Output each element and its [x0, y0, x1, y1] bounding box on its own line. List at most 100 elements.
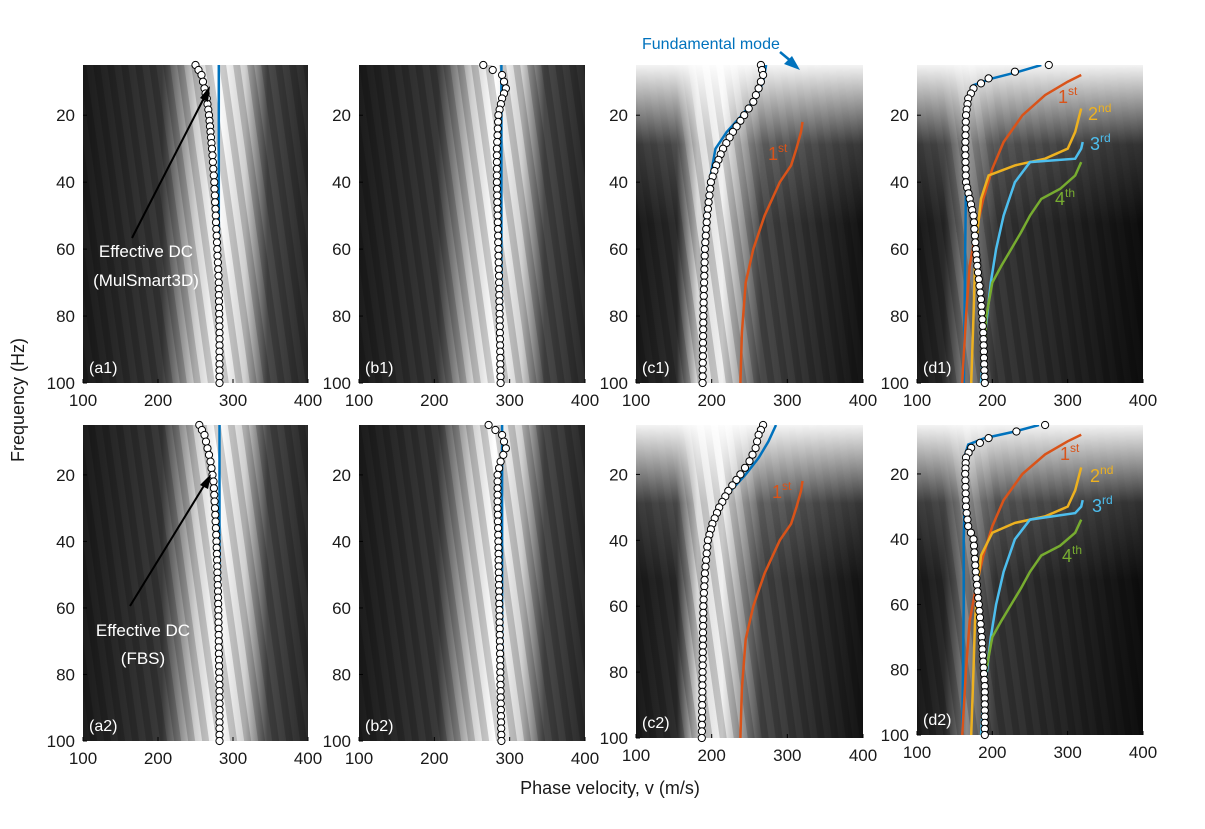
y-tick-label: 40 — [890, 173, 909, 192]
mode-label-2nd: 2nd — [1090, 463, 1113, 486]
y-tick-label: 60 — [890, 240, 909, 259]
pick-point — [700, 251, 709, 260]
x-tick-label: 400 — [849, 391, 877, 410]
pick-point — [491, 425, 500, 435]
y-tick-label: 100 — [881, 726, 909, 745]
dispersion-highlight — [636, 65, 863, 383]
y-tick-label: 60 — [890, 595, 909, 614]
y-tick-label: 40 — [609, 173, 628, 192]
pick-point — [706, 184, 715, 193]
mode-curve-1st — [960, 73, 1082, 383]
mode-label-4th: 4th — [1055, 186, 1075, 209]
pick-point — [700, 258, 709, 267]
pick-point — [699, 285, 709, 294]
pick-point — [210, 178, 219, 187]
panel-a1: 100 200 300 400 20 40 60 80 100 (a1) — [47, 60, 322, 410]
mode-curve-4th — [982, 519, 1083, 735]
pick-point — [210, 497, 219, 506]
pick-point — [493, 484, 502, 493]
pick-point — [494, 524, 503, 533]
pick-point — [493, 198, 502, 207]
pick-point — [700, 265, 709, 274]
x-tick-label: 300 — [219, 391, 247, 410]
y-tick-label: 40 — [890, 530, 909, 549]
pick-point — [698, 345, 708, 354]
pick-point — [969, 218, 979, 227]
pick-point — [698, 358, 707, 367]
pick-point — [494, 238, 503, 247]
pick-point — [699, 291, 708, 301]
pick-point — [974, 275, 983, 284]
pick-point — [961, 137, 970, 147]
effective-dc-arrow-1 — [131, 95, 206, 239]
y-tick-label: 20 — [609, 465, 628, 484]
pick-point — [207, 464, 216, 473]
x-tick-label: 200 — [978, 391, 1006, 410]
y-tick-label: 80 — [609, 307, 628, 326]
x-tick-label: 200 — [420, 749, 448, 768]
pick-point — [753, 437, 762, 446]
pick-point — [961, 117, 970, 127]
panel-label: (a1) — [89, 360, 117, 377]
pick-point — [701, 231, 710, 240]
pick-point — [970, 231, 980, 240]
pick-point — [1012, 427, 1021, 436]
y-tick-label: 60 — [56, 599, 75, 618]
x-tick-label: 100 — [345, 391, 373, 410]
pick-point — [209, 477, 218, 486]
pick-point — [740, 463, 750, 472]
pick-point — [700, 245, 710, 254]
pick-point — [492, 164, 501, 173]
pick-point — [215, 736, 224, 746]
y-tick-label: 80 — [56, 307, 75, 326]
pick-point — [1010, 67, 1020, 76]
pick-point — [697, 733, 706, 743]
pick-point — [740, 111, 749, 120]
mode-label-1st: 1st — [1060, 441, 1080, 464]
pick-point — [494, 117, 503, 127]
x-tick-label: 300 — [1053, 743, 1081, 762]
pick-point — [961, 158, 970, 167]
pick-point — [496, 378, 505, 388]
y-tick-label: 60 — [332, 599, 351, 618]
panel-label: (d2) — [923, 712, 951, 729]
mode-label-1st: 1st — [1058, 84, 1078, 107]
pick-point — [736, 116, 745, 125]
pick-point — [493, 477, 502, 486]
panel-b1: 100 200 300 400 20 40 60 80 100 (b1) — [323, 60, 599, 410]
pick-point — [492, 158, 501, 167]
pick-point — [493, 131, 502, 140]
pick-point — [493, 497, 502, 506]
pick-point — [980, 378, 989, 388]
x-tick-label: 200 — [420, 391, 448, 410]
pick-point — [494, 245, 503, 254]
pick-point — [699, 325, 708, 334]
x-axis-label: Phase velocity, v (m/s) — [520, 778, 700, 798]
pick-point — [211, 510, 220, 519]
pick-point — [203, 444, 212, 453]
pick-point — [209, 171, 218, 180]
pick-point — [706, 178, 716, 187]
pick-point — [212, 224, 221, 234]
pick-point — [703, 542, 712, 552]
pick-point — [211, 204, 220, 213]
y-tick-label: 80 — [609, 663, 628, 682]
pick-point — [493, 204, 502, 213]
pick-point — [499, 77, 509, 86]
y-tick-label: 20 — [890, 106, 909, 125]
pick-point — [211, 211, 220, 220]
pick-point — [698, 378, 707, 388]
x-tick-label: 100 — [69, 391, 97, 410]
pick-point — [484, 420, 493, 430]
effective-dc-arrow-2 — [129, 483, 206, 607]
panel-label: (d1) — [923, 360, 951, 377]
pick-point — [494, 258, 503, 267]
x-tick-label: 200 — [144, 749, 172, 768]
pick-point — [698, 372, 707, 381]
effective-dc-arrowhead-1 — [200, 86, 210, 102]
dispersion-texture — [83, 425, 308, 741]
mode-curve-1st — [739, 480, 804, 738]
y-tick-label: 20 — [332, 466, 351, 485]
pick-point — [700, 271, 709, 280]
